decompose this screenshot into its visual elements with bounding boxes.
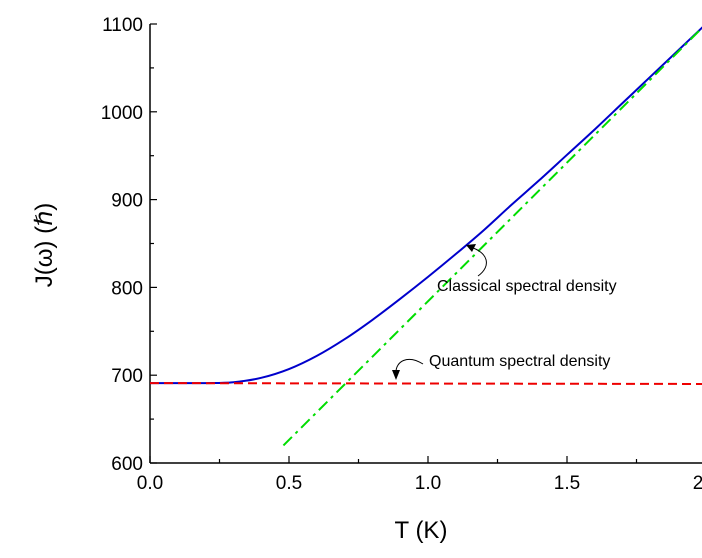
y-tick-label: 900 — [111, 191, 143, 212]
y-ticks: 600 700 800 900 1000 1100 — [101, 15, 157, 475]
annotation-classical-text: Classical spectral density — [437, 278, 617, 295]
series-line-2 — [149, 382, 702, 385]
y-tick-label: 1000 — [101, 103, 143, 124]
y-tick-label: 800 — [111, 278, 143, 299]
annotation-quantum-text: Quantum spectral density — [429, 353, 610, 370]
x-tick-label: 1.0 — [415, 473, 441, 494]
x-tick-label: 0.0 — [137, 473, 163, 494]
x-axis-title: T (K) — [395, 517, 448, 544]
annotation-quantum-arrowhead — [392, 370, 400, 380]
y-axis-title: J(ω) (ℏ) — [31, 203, 58, 288]
y-tick-label: 1100 — [102, 15, 143, 36]
y-tick-label: 600 — [111, 454, 143, 475]
annotation-classical: Classical spectral density — [437, 244, 617, 295]
series-layer — [149, 26, 702, 447]
annotation-classical-arrowhead — [466, 244, 476, 252]
x-tick-label: 2.0 — [693, 473, 702, 494]
x-ticks: 0.0 0.5 1.0 1.5 2.0 — [137, 456, 702, 494]
axes-frame — [149, 24, 702, 464]
y-tick-label: 700 — [111, 366, 143, 387]
annotation-quantum: Quantum spectral density — [392, 353, 610, 380]
series-line-0 — [149, 26, 702, 385]
x-tick-label: 0.5 — [276, 473, 302, 494]
annotation-quantum-arrow — [395, 359, 424, 373]
annotation-classical-arrow — [469, 246, 487, 277]
x-tick-label: 1.5 — [554, 473, 580, 494]
